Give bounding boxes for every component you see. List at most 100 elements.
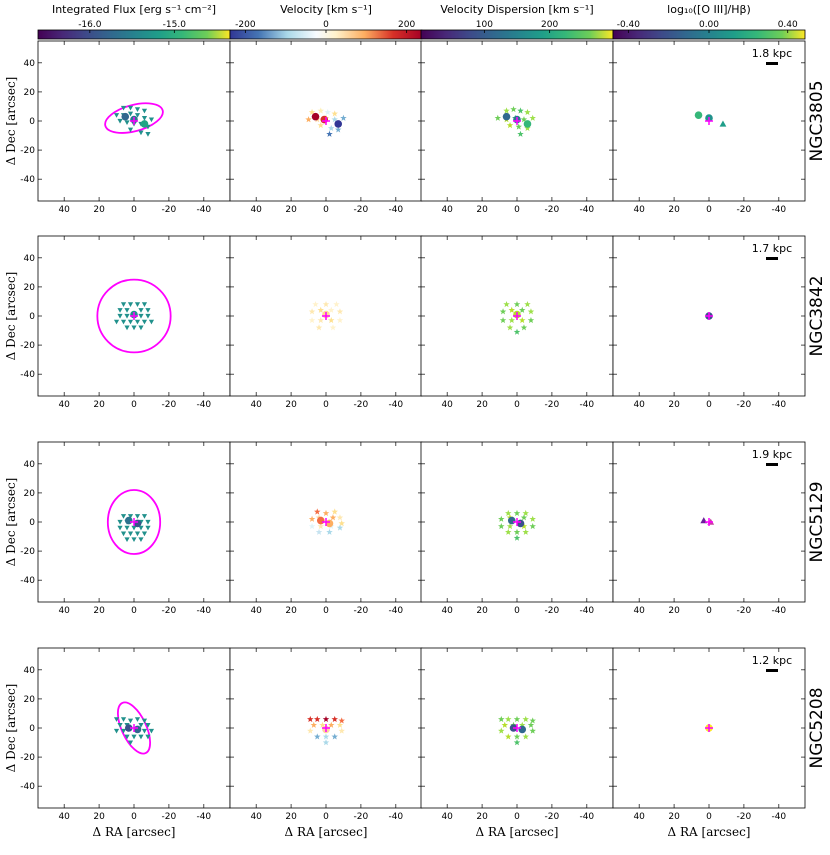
flux-triangle-marker (148, 319, 155, 325)
colorbar-title: log₁₀([O III]/Hβ) (667, 3, 751, 16)
flux-triangle-marker (117, 723, 123, 728)
scale-bar-label: 1.2 kpc (752, 654, 792, 667)
flux-triangle-marker (117, 519, 123, 525)
center-cross-marker (513, 518, 521, 526)
flux-triangle-marker (124, 734, 130, 740)
flux-triangle-marker (141, 514, 148, 519)
velocity-star-marker (322, 715, 330, 723)
flux-triangle-marker (145, 525, 151, 531)
velocity-star-marker (331, 733, 338, 740)
aperture-ellipse (106, 489, 162, 555)
panel: 40 20 0 -20 -40 40 20 0 -20 -40 (20, 235, 231, 410)
flux-triangle-marker (145, 734, 151, 740)
velocity-star-marker (315, 324, 323, 331)
flux-circle-marker (140, 120, 149, 128)
x-tick-label: 0 (514, 606, 520, 616)
velocity-star-marker (314, 733, 321, 740)
dispersion-star-marker (510, 105, 517, 113)
panel: 40 20 0 -20 -40 (420, 40, 614, 215)
velocity-star-marker (310, 721, 318, 728)
velocity-circle-marker (334, 120, 343, 128)
dispersion-star-marker (506, 324, 514, 331)
y-tick-label: -40 (20, 782, 35, 792)
x-tick-label: 20 (476, 812, 488, 822)
x-tick-label: -20 (354, 812, 369, 822)
x-tick-label: -40 (388, 606, 403, 616)
colorbar-tick-label: 0.00 (699, 20, 719, 30)
y-tick-label: -40 (20, 175, 35, 185)
x-tick-label: 40 (441, 205, 453, 215)
scale-bar (766, 257, 778, 260)
velocity-star-marker (317, 316, 324, 324)
y-tick-label: 40 (24, 59, 36, 69)
velocity-star-marker (319, 721, 326, 728)
x-tick-label: 0 (514, 205, 520, 215)
colorbar-1: Velocity [km s⁻¹] -200 0 200 (229, 3, 423, 40)
flux-triangle-marker (120, 717, 127, 722)
dispersion-star-marker (517, 107, 524, 114)
panel: 40 20 0 -20 -40 1.9 kpc (612, 441, 806, 616)
velocity-star-marker (308, 108, 316, 116)
x-tick-label: -20 (354, 205, 369, 215)
velocity-star-marker (322, 509, 330, 517)
flux-triangle-marker (127, 319, 134, 325)
x-tick-label: 0 (323, 812, 329, 822)
center-cross-marker (705, 117, 713, 125)
velocity-star-marker (326, 528, 333, 535)
dispersion-star-marker (529, 114, 536, 121)
flux-triangle-marker (145, 313, 151, 319)
dispersion-star-marker (519, 721, 526, 728)
flux-triangle-marker (117, 118, 123, 124)
velocity-circle-marker (316, 516, 325, 525)
y-tick-label: -20 (20, 753, 35, 763)
flux-triangle-marker (120, 105, 127, 111)
flux-circle-marker (121, 112, 130, 121)
x-tick-label: 20 (93, 400, 105, 410)
y-axis-label: Δ Dec [arcsec] (4, 684, 18, 773)
dispersion-star-marker (520, 116, 528, 123)
center-cross-marker (513, 724, 521, 732)
aperture-ellipse (104, 102, 164, 134)
y-tick-label: -20 (20, 146, 35, 156)
x-tick-label: -20 (162, 812, 177, 822)
flux-triangle-marker (141, 108, 148, 114)
y-tick-label: 20 (24, 283, 36, 293)
x-tick-label: 0 (514, 812, 520, 822)
dispersion-star-marker (508, 306, 515, 313)
center-cross-marker (705, 724, 713, 732)
dispersion-star-marker (513, 733, 521, 740)
x-tick-label: -20 (545, 400, 560, 410)
velocity-star-marker (326, 130, 333, 137)
x-tick-label: 40 (58, 812, 70, 822)
velocity-star-marker (338, 717, 345, 724)
center-cross-marker (130, 724, 138, 732)
velocity-star-marker (314, 715, 321, 723)
y-tick-label: 0 (29, 724, 35, 734)
dispersion-star-marker (519, 306, 526, 313)
x-tick-label: 20 (668, 812, 680, 822)
x-tick-label: -40 (579, 606, 594, 616)
flux-circle-marker (124, 516, 133, 525)
velocity-star-marker (331, 715, 338, 723)
center-cross-marker (130, 117, 138, 125)
flux-triangle-marker (148, 117, 155, 123)
panel: 40 20 0 -20 -40 (420, 441, 614, 616)
colorbar-tick-label: 200 (541, 20, 558, 30)
x-tick-label: -40 (196, 606, 211, 616)
scale-bar (766, 669, 778, 672)
x-tick-label: -20 (162, 400, 177, 410)
flux-triangle-marker (127, 718, 134, 724)
flux-triangle-marker (113, 319, 120, 325)
dispersion-star-marker (498, 522, 505, 530)
x-tick-label: 20 (93, 606, 105, 616)
velocity-star-marker (340, 114, 347, 121)
center-cross-marker (322, 312, 330, 320)
velocity-star-marker (338, 727, 345, 734)
scale-bar (766, 463, 778, 466)
row-NGC3805: 40 20 0 -20 -40 40 20 0 -20 -40 40 20 0 -20 -40 40 20 0 -2… (4, 40, 827, 215)
flux-triangle-marker (138, 313, 144, 319)
dispersion-star-marker (524, 124, 531, 132)
flux-triangle-marker (134, 107, 141, 112)
x-tick-label: 20 (668, 205, 680, 215)
panel: 40 20 0 -20 -40 Δ RA [arcsec] (420, 647, 614, 839)
